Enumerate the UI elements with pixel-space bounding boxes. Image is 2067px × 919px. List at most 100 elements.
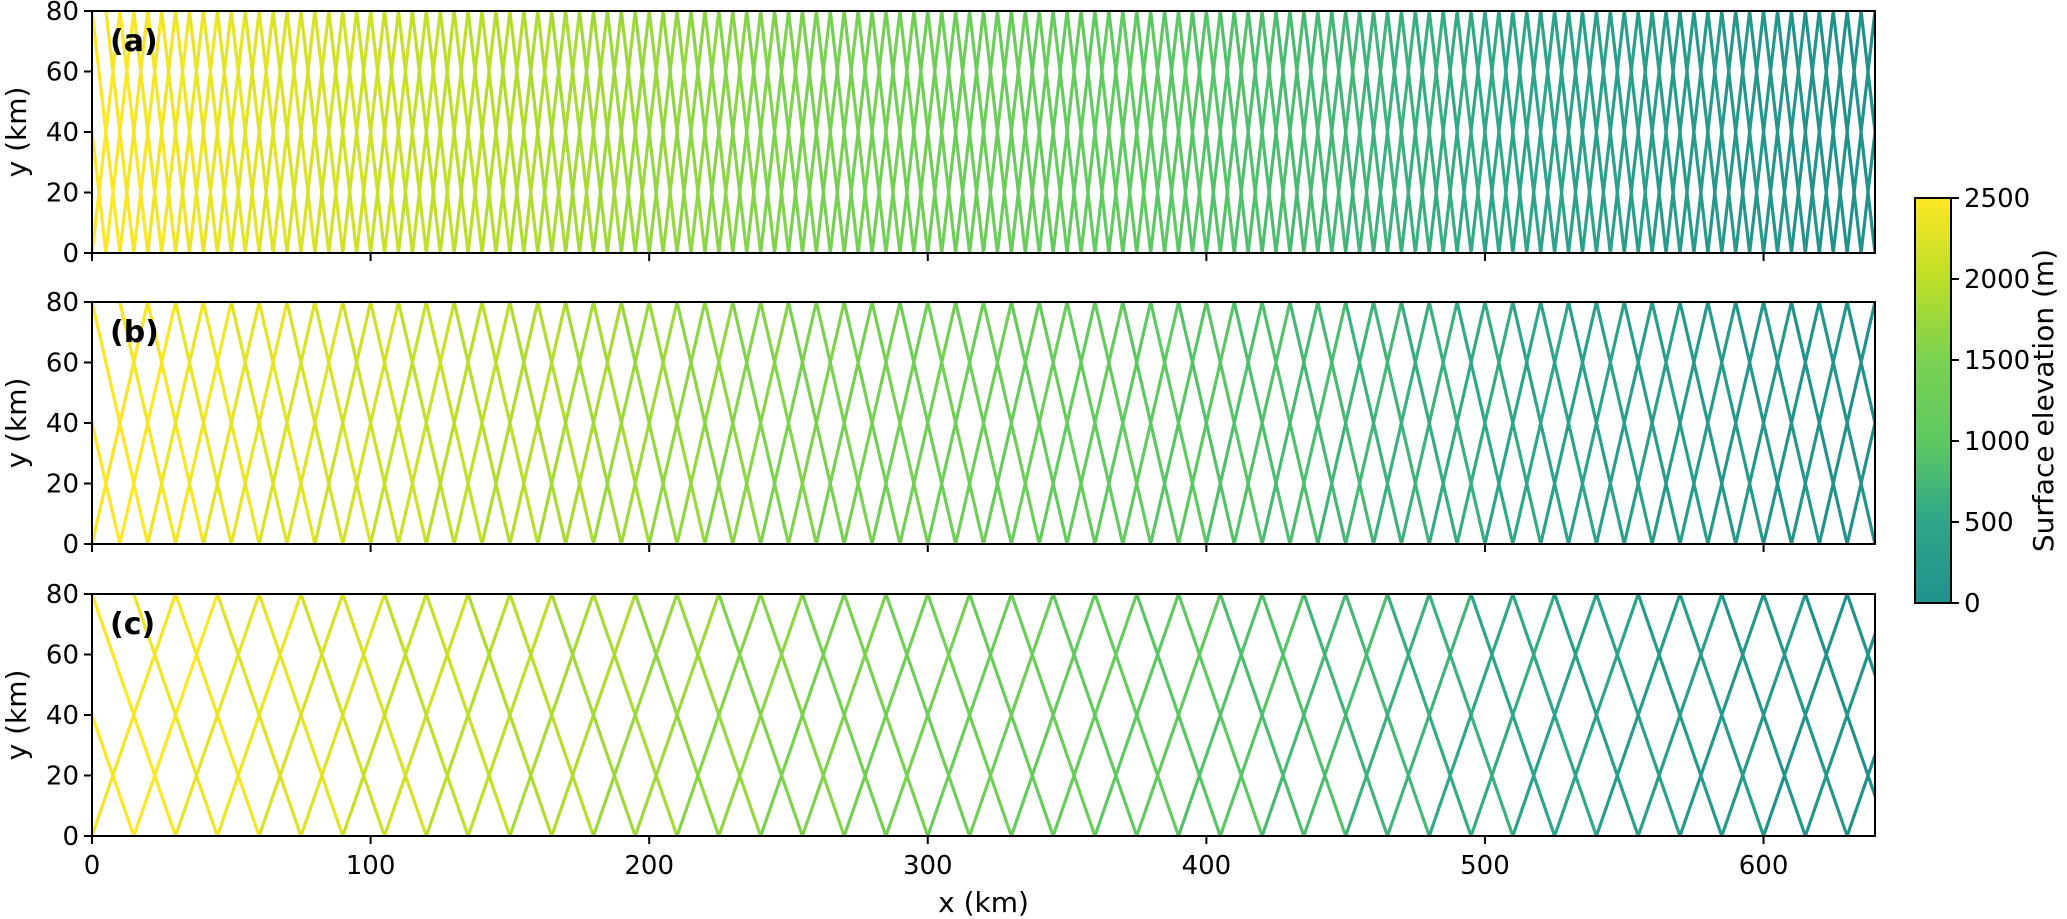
flight-line-segment (1483, 11, 1515, 253)
flight-line-segment (1344, 11, 1376, 253)
flight-line-segment (898, 11, 930, 253)
flight-line-segment (160, 11, 192, 253)
flight-line-segment (1260, 594, 1348, 836)
flight-line-segment (926, 594, 1013, 836)
y-tick-label: 60 (46, 641, 79, 671)
flight-line-segment (1539, 302, 1598, 544)
flight-line-segment (410, 11, 442, 253)
flight-line-segment (675, 302, 735, 544)
flight-line-segment (355, 11, 387, 253)
flight-line-segment (1748, 11, 1780, 253)
flight-line-segment (1023, 11, 1055, 253)
flight-line-segment (104, 11, 136, 253)
flight-line-segment (1176, 302, 1236, 544)
flight-line-segment (759, 11, 791, 253)
flight-line-segment (508, 594, 595, 836)
flight-line-segment (675, 11, 707, 253)
panel-label: (c) (110, 607, 155, 642)
flight-line-segment (1218, 594, 1306, 836)
flight-line-segment (508, 11, 540, 253)
y-tick-label: 80 (46, 288, 79, 318)
flight-line-segment (92, 594, 178, 836)
flight-line-segment (1441, 11, 1473, 253)
flight-line-segment (118, 302, 178, 544)
panel-b: 0 20 40 60 80 y (km) (b) (0, 288, 1876, 560)
flight-line-segment (731, 302, 791, 544)
flight-line-segment (382, 11, 414, 253)
colorbar-tick-label: 0 (1964, 589, 1981, 619)
flight-line-segment (1093, 594, 1181, 836)
flight-line-segment (619, 302, 679, 544)
flight-line-segment (1469, 594, 1557, 836)
flight-line-segment (271, 11, 303, 253)
flight-line-segment (215, 594, 303, 836)
flight-line-segment (1622, 11, 1654, 253)
flight-line-segment (1650, 302, 1710, 544)
flight-line-segment (1873, 239, 1875, 253)
flight-line-segment (564, 302, 623, 544)
colorbar-tick-label: 2500 (1964, 184, 2030, 214)
flight-line-segment (299, 594, 387, 836)
flight-line-segment (327, 11, 359, 253)
flight-line-segment (591, 11, 623, 253)
flight-line-segment (1190, 11, 1222, 253)
flight-line-segment (884, 11, 916, 253)
flight-line-segment (396, 302, 456, 544)
flight-line-segment (842, 594, 930, 836)
flight-line-segment (92, 415, 122, 544)
flight-line-segment (1664, 11, 1696, 253)
flight-line-segment (1553, 594, 1640, 836)
flight-line-segment (1845, 594, 1875, 680)
flight-line-segment (1288, 11, 1320, 253)
flight-line-segment (1302, 594, 1389, 836)
flight-line-segment (536, 302, 596, 544)
flight-lines (92, 594, 2057, 836)
colorbar-tick-label: 1000 (1964, 427, 2030, 457)
flight-line-segment (257, 302, 317, 544)
flight-line-segment (1079, 11, 1111, 253)
flight-line-segment (1678, 594, 1766, 836)
flight-line-segment (786, 11, 818, 253)
flight-line-segment (828, 11, 860, 253)
y-axis-label: y (km) (0, 87, 33, 178)
x-tick-label: 0 (84, 851, 101, 881)
flight-line-segment (508, 302, 568, 544)
colorbar-label: Surface elevation (m) (2027, 249, 2060, 552)
flight-line-segment (341, 594, 428, 836)
flight-line-segment (1260, 302, 1320, 544)
flight-line-segment (870, 11, 902, 253)
x-tick-label: 100 (346, 851, 396, 881)
flight-line-segment (1831, 11, 1863, 253)
flight-line-segment (1051, 11, 1083, 253)
flight-line-segment (1845, 415, 1875, 544)
flight-line-segment (1553, 11, 1585, 253)
flight-line-segment (842, 302, 902, 544)
flight-line-segment (383, 594, 470, 836)
flight-line-segment (1204, 11, 1236, 253)
flight-line-segment (1177, 594, 1264, 836)
flight-line-segment (1121, 11, 1153, 253)
flight-line-segment (1149, 302, 1208, 544)
flight-line-segment (759, 594, 846, 836)
flight-line-segment (1889, 594, 1973, 836)
flight-line-segment (1803, 11, 1835, 253)
flight-line-segment (92, 302, 150, 544)
flight-line-segment (229, 11, 261, 253)
panel-label: (a) (110, 24, 158, 59)
flight-line-segment (1973, 594, 2057, 836)
flight-line-segment (1775, 11, 1807, 253)
colorbar-bar (1914, 197, 1952, 604)
flight-line-segment (229, 302, 289, 544)
flight-line-segment (800, 11, 832, 253)
flight-line-segment (717, 11, 749, 253)
x-tick-label: 600 (1739, 851, 1789, 881)
flight-lines (92, 11, 1875, 253)
flight-line-segment (1371, 302, 1431, 544)
flight-line-segment (1845, 11, 1875, 253)
flight-line-segment (1608, 11, 1640, 253)
flight-line-segment (981, 11, 1013, 253)
flight-line-segment (703, 302, 763, 544)
colorbar: 0 500 1000 1500 2000 2500 Surface elevation (m… (1914, 184, 2060, 619)
flight-line-segment (1135, 11, 1167, 253)
